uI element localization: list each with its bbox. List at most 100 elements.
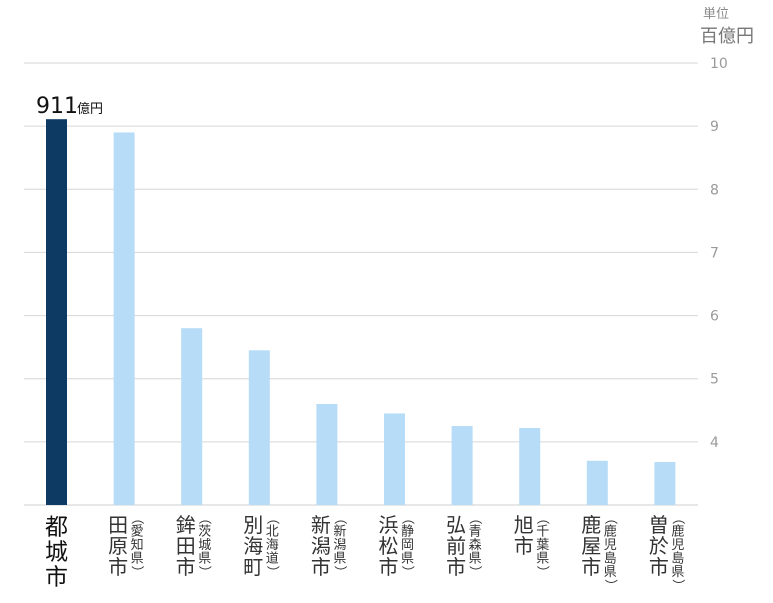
- category-pref-char: 海: [266, 538, 279, 553]
- category-pref-char: 葉: [536, 538, 549, 553]
- gridlines: [24, 62, 698, 506]
- category-pref-char: 県: [469, 552, 482, 567]
- category-label-char: 鹿: [581, 513, 601, 537]
- category-label-char: 原: [108, 534, 128, 558]
- category-label-char: 松: [379, 534, 399, 558]
- category-pref-char: 県: [333, 552, 346, 567]
- category-pref-char: ）: [602, 579, 617, 592]
- y-tick-label: 9: [710, 119, 719, 135]
- y-tick-label: 8: [710, 182, 719, 198]
- category-pref-char: （: [129, 511, 144, 524]
- category-label-char: 城: [45, 540, 68, 566]
- category-pref-char: 県: [671, 565, 684, 580]
- category-pref-char: 鹿: [671, 524, 684, 540]
- category-pref-char: （: [197, 511, 212, 524]
- category-pref-char: ）: [400, 565, 415, 578]
- x-axis: 都城市田原市（愛知県）鉾田市（茨城県）別海町（北海道）新潟市（新潟県）浜松市（静…: [45, 511, 685, 592]
- category-pref-char: 道: [266, 552, 279, 567]
- category-pref-char: 知: [131, 537, 144, 553]
- data-label: 911 億円: [36, 94, 103, 119]
- category-pref-char: （: [467, 511, 482, 524]
- category-label-char: 市: [45, 565, 68, 591]
- category-pref-char: （: [400, 511, 415, 524]
- category-pref-char: 県: [198, 552, 211, 567]
- category-pref-char: ）: [129, 565, 144, 578]
- category-pref-char: （: [602, 511, 617, 524]
- category-pref-char: （: [264, 511, 279, 524]
- category-label-char: 弘: [446, 513, 466, 537]
- category-pref-char: ）: [535, 565, 550, 578]
- category-pref-char: 潟: [333, 538, 346, 553]
- category-label-char: 旭: [514, 513, 534, 537]
- category-pref-char: 茨: [198, 525, 211, 540]
- category-label-char: 前: [446, 534, 466, 558]
- category-pref-char: （: [332, 511, 347, 524]
- category-pref-char: ）: [670, 579, 685, 592]
- y-tick-label: 6: [710, 309, 719, 325]
- category-label-char: 鉾: [176, 513, 196, 537]
- category-pref-char: 静: [401, 525, 414, 540]
- category-label-char: 新: [311, 513, 331, 537]
- bar: [654, 462, 676, 505]
- bar: [113, 132, 135, 505]
- category-label-char: 町: [243, 555, 263, 579]
- data-label-unit: 億円: [77, 101, 103, 117]
- category-label-char: 田: [108, 513, 128, 537]
- category-label-char: 市: [446, 555, 466, 579]
- unit-text: 百億円: [700, 26, 754, 47]
- category-pref-char: （: [670, 511, 685, 524]
- category-label-char: 市: [108, 555, 128, 579]
- category-label-char: 於: [649, 534, 669, 558]
- data-label-value: 911: [36, 94, 78, 119]
- category-label-char: 別: [243, 513, 263, 537]
- category-pref-char: 森: [469, 538, 482, 553]
- y-axis: 4 5 6 7 8 9 10: [710, 56, 728, 451]
- category-pref-char: 愛: [131, 525, 144, 540]
- category-pref-char: 県: [604, 565, 617, 580]
- category-label-char: 浜: [379, 513, 399, 537]
- bars: [46, 119, 676, 505]
- category-label-char: 市: [649, 555, 669, 579]
- category-pref-char: 青: [469, 525, 482, 540]
- category-pref-char: 千: [536, 525, 549, 540]
- category-pref-char: （: [535, 511, 550, 524]
- y-tick-label: 5: [710, 372, 719, 388]
- category-label-char: 田: [176, 534, 196, 558]
- unit-label: 単位: [703, 6, 729, 22]
- category-label-char: 潟: [311, 534, 331, 558]
- bar: [519, 427, 541, 505]
- category-label-char: 市: [581, 555, 601, 579]
- category-pref-char: ）: [197, 565, 212, 578]
- category-pref-char: 県: [131, 552, 144, 567]
- category-pref-char: ）: [264, 565, 279, 578]
- category-label-char: 曽: [649, 513, 669, 537]
- category-pref-char: 新: [333, 524, 346, 540]
- category-pref-char: 城: [198, 538, 211, 553]
- category-label-char: 都: [45, 515, 68, 541]
- category-label-char: 屋: [581, 534, 601, 558]
- bar: [46, 119, 67, 505]
- bar: [181, 328, 203, 505]
- bar: [586, 460, 608, 505]
- category-pref-char: 島: [604, 552, 617, 567]
- category-label-char: 市: [514, 534, 534, 558]
- category-label-char: 市: [379, 555, 399, 579]
- y-tick-label: 10: [710, 56, 728, 72]
- category-pref-char: 県: [401, 552, 414, 567]
- category-pref-char: 島: [671, 552, 684, 567]
- bar: [248, 350, 270, 505]
- category-pref-char: 児: [671, 538, 684, 553]
- bar: [451, 426, 473, 505]
- category-pref-char: ）: [467, 565, 482, 578]
- category-label-char: 市: [311, 555, 331, 579]
- category-pref-char: 鹿: [604, 524, 617, 540]
- y-tick-label: 7: [710, 245, 719, 261]
- category-pref-char: 岡: [401, 538, 414, 553]
- category-label-char: 市: [176, 555, 196, 579]
- category-pref-char: ）: [332, 565, 347, 578]
- bar: [384, 413, 405, 505]
- category-pref-char: 北: [266, 525, 279, 540]
- bar: [316, 403, 338, 505]
- category-pref-char: 県: [536, 552, 549, 567]
